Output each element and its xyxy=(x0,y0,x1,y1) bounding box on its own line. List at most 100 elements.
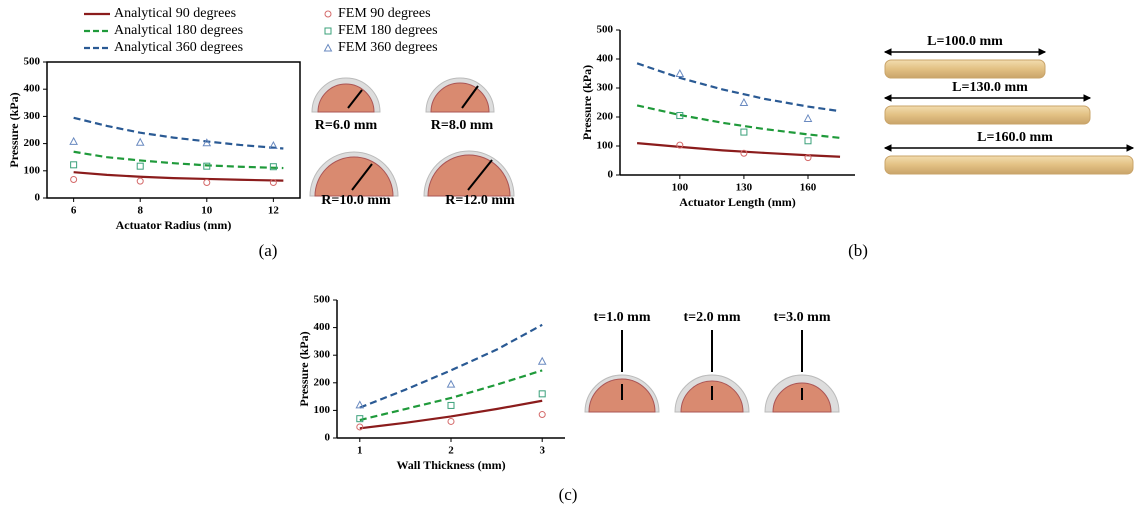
y-tick-label: 200 xyxy=(314,376,331,388)
x-tick-label: 12 xyxy=(268,205,280,217)
y-tick-label: 0 xyxy=(35,192,41,204)
x-axis-label: Actuator Radius (mm) xyxy=(116,218,232,232)
y-tick-label: 300 xyxy=(597,82,614,94)
legend-label: FEM 90 degrees xyxy=(338,6,431,21)
fem-point xyxy=(324,27,332,35)
analytical-line xyxy=(636,62,841,113)
y-tick-label: 200 xyxy=(24,137,41,149)
fem-point xyxy=(70,161,78,169)
y-tick-label: 100 xyxy=(24,164,41,176)
illustration-label: L=130.0 mm xyxy=(952,80,1028,95)
radius-illustrations xyxy=(309,77,515,197)
y-tick-label: 400 xyxy=(24,83,41,95)
legend-label: Analytical 180 degrees xyxy=(114,23,243,38)
fem-point xyxy=(446,379,456,388)
y-axis-label: Pressure (kPa) xyxy=(580,65,594,140)
fem-point xyxy=(676,141,684,149)
x-axis-label: Actuator Length (mm) xyxy=(679,195,795,209)
analytical-line xyxy=(73,150,284,170)
analytical-line xyxy=(359,369,543,422)
fem-point xyxy=(740,128,748,136)
y-tick-label: 100 xyxy=(314,404,331,416)
caption: (a) xyxy=(259,241,278,260)
plot-frame xyxy=(46,61,301,199)
fem-point xyxy=(356,415,364,423)
x-tick-label: 130 xyxy=(736,182,753,194)
fem-point xyxy=(269,178,277,186)
y-axis-label: Pressure (kPa) xyxy=(7,92,21,167)
fem-point xyxy=(324,10,332,18)
illustration-label: t=2.0 mm xyxy=(684,310,741,325)
illustration-label: t=1.0 mm xyxy=(594,310,651,325)
fem-point xyxy=(323,43,333,52)
y-tick-label: 300 xyxy=(24,110,41,122)
fem-point xyxy=(69,136,78,145)
fem-point xyxy=(269,140,278,150)
fem-point xyxy=(202,138,212,147)
y-axis-label: Pressure (kPa) xyxy=(297,331,311,406)
fem-point xyxy=(803,113,813,122)
y-tick-label: 500 xyxy=(314,294,331,306)
x-tick-label: 8 xyxy=(137,205,143,217)
legend-label: Analytical 360 degrees xyxy=(114,40,243,55)
illustration-label: R=6.0 mm xyxy=(315,118,378,133)
illustration-label: R=8.0 mm xyxy=(431,118,494,133)
y-tick-label: 200 xyxy=(597,111,614,123)
y-tick-label: 400 xyxy=(597,53,614,65)
fem-point xyxy=(269,163,277,171)
fem-point xyxy=(447,401,455,409)
fem-point xyxy=(740,149,748,157)
caption: (b) xyxy=(848,241,868,260)
fem-point xyxy=(739,97,749,106)
illustration-label: t=3.0 mm xyxy=(774,310,831,325)
legend-label: FEM 360 degrees xyxy=(338,40,438,55)
analytical-line xyxy=(73,171,284,182)
fem-point xyxy=(135,137,145,146)
x-tick-label: 3 xyxy=(539,445,545,457)
fem-point xyxy=(538,411,546,419)
analytical-line xyxy=(636,142,841,158)
fem-point xyxy=(804,137,812,145)
fem-point xyxy=(136,162,144,170)
x-axis-label: Wall Thickness (mm) xyxy=(396,458,505,472)
y-tick-label: 0 xyxy=(325,432,331,444)
illustration-label: L=160.0 mm xyxy=(977,130,1053,145)
x-tick-label: 10 xyxy=(201,205,213,217)
x-tick-label: 6 xyxy=(71,205,77,217)
analytical-line xyxy=(359,323,543,409)
analytical-line xyxy=(73,116,284,150)
x-tick-label: 2 xyxy=(448,445,454,457)
fem-point xyxy=(447,417,455,425)
length-illustrations xyxy=(883,48,1135,175)
fem-point xyxy=(70,176,78,184)
fem-point xyxy=(203,178,211,186)
y-tick-label: 400 xyxy=(314,321,331,333)
analytical-line xyxy=(636,104,841,139)
thickness-illustrations xyxy=(584,330,840,413)
y-tick-label: 500 xyxy=(24,56,41,68)
fem-point xyxy=(675,68,685,77)
fem-point xyxy=(538,390,546,398)
fem-point xyxy=(355,400,365,409)
fem-point xyxy=(676,112,684,120)
y-tick-label: 100 xyxy=(597,140,614,152)
y-tick-label: 0 xyxy=(608,169,614,181)
x-tick-label: 100 xyxy=(672,182,689,194)
x-tick-label: 1 xyxy=(357,445,363,457)
illustration-label: R=12.0 mm xyxy=(445,193,515,208)
fem-point xyxy=(136,177,144,185)
legend-label: Analytical 90 degrees xyxy=(114,6,236,21)
illustration-label: R=10.0 mm xyxy=(321,193,391,208)
fem-point xyxy=(203,162,211,170)
caption: (c) xyxy=(559,485,578,504)
x-tick-label: 160 xyxy=(800,182,817,194)
y-tick-label: 500 xyxy=(597,24,614,36)
illustration-label: L=100.0 mm xyxy=(927,34,1003,49)
fem-point xyxy=(537,356,547,365)
fem-point xyxy=(804,154,812,162)
analytical-line xyxy=(359,399,543,430)
y-tick-label: 300 xyxy=(314,349,331,361)
legend-label: FEM 180 degrees xyxy=(338,23,438,38)
fem-point xyxy=(356,423,364,431)
